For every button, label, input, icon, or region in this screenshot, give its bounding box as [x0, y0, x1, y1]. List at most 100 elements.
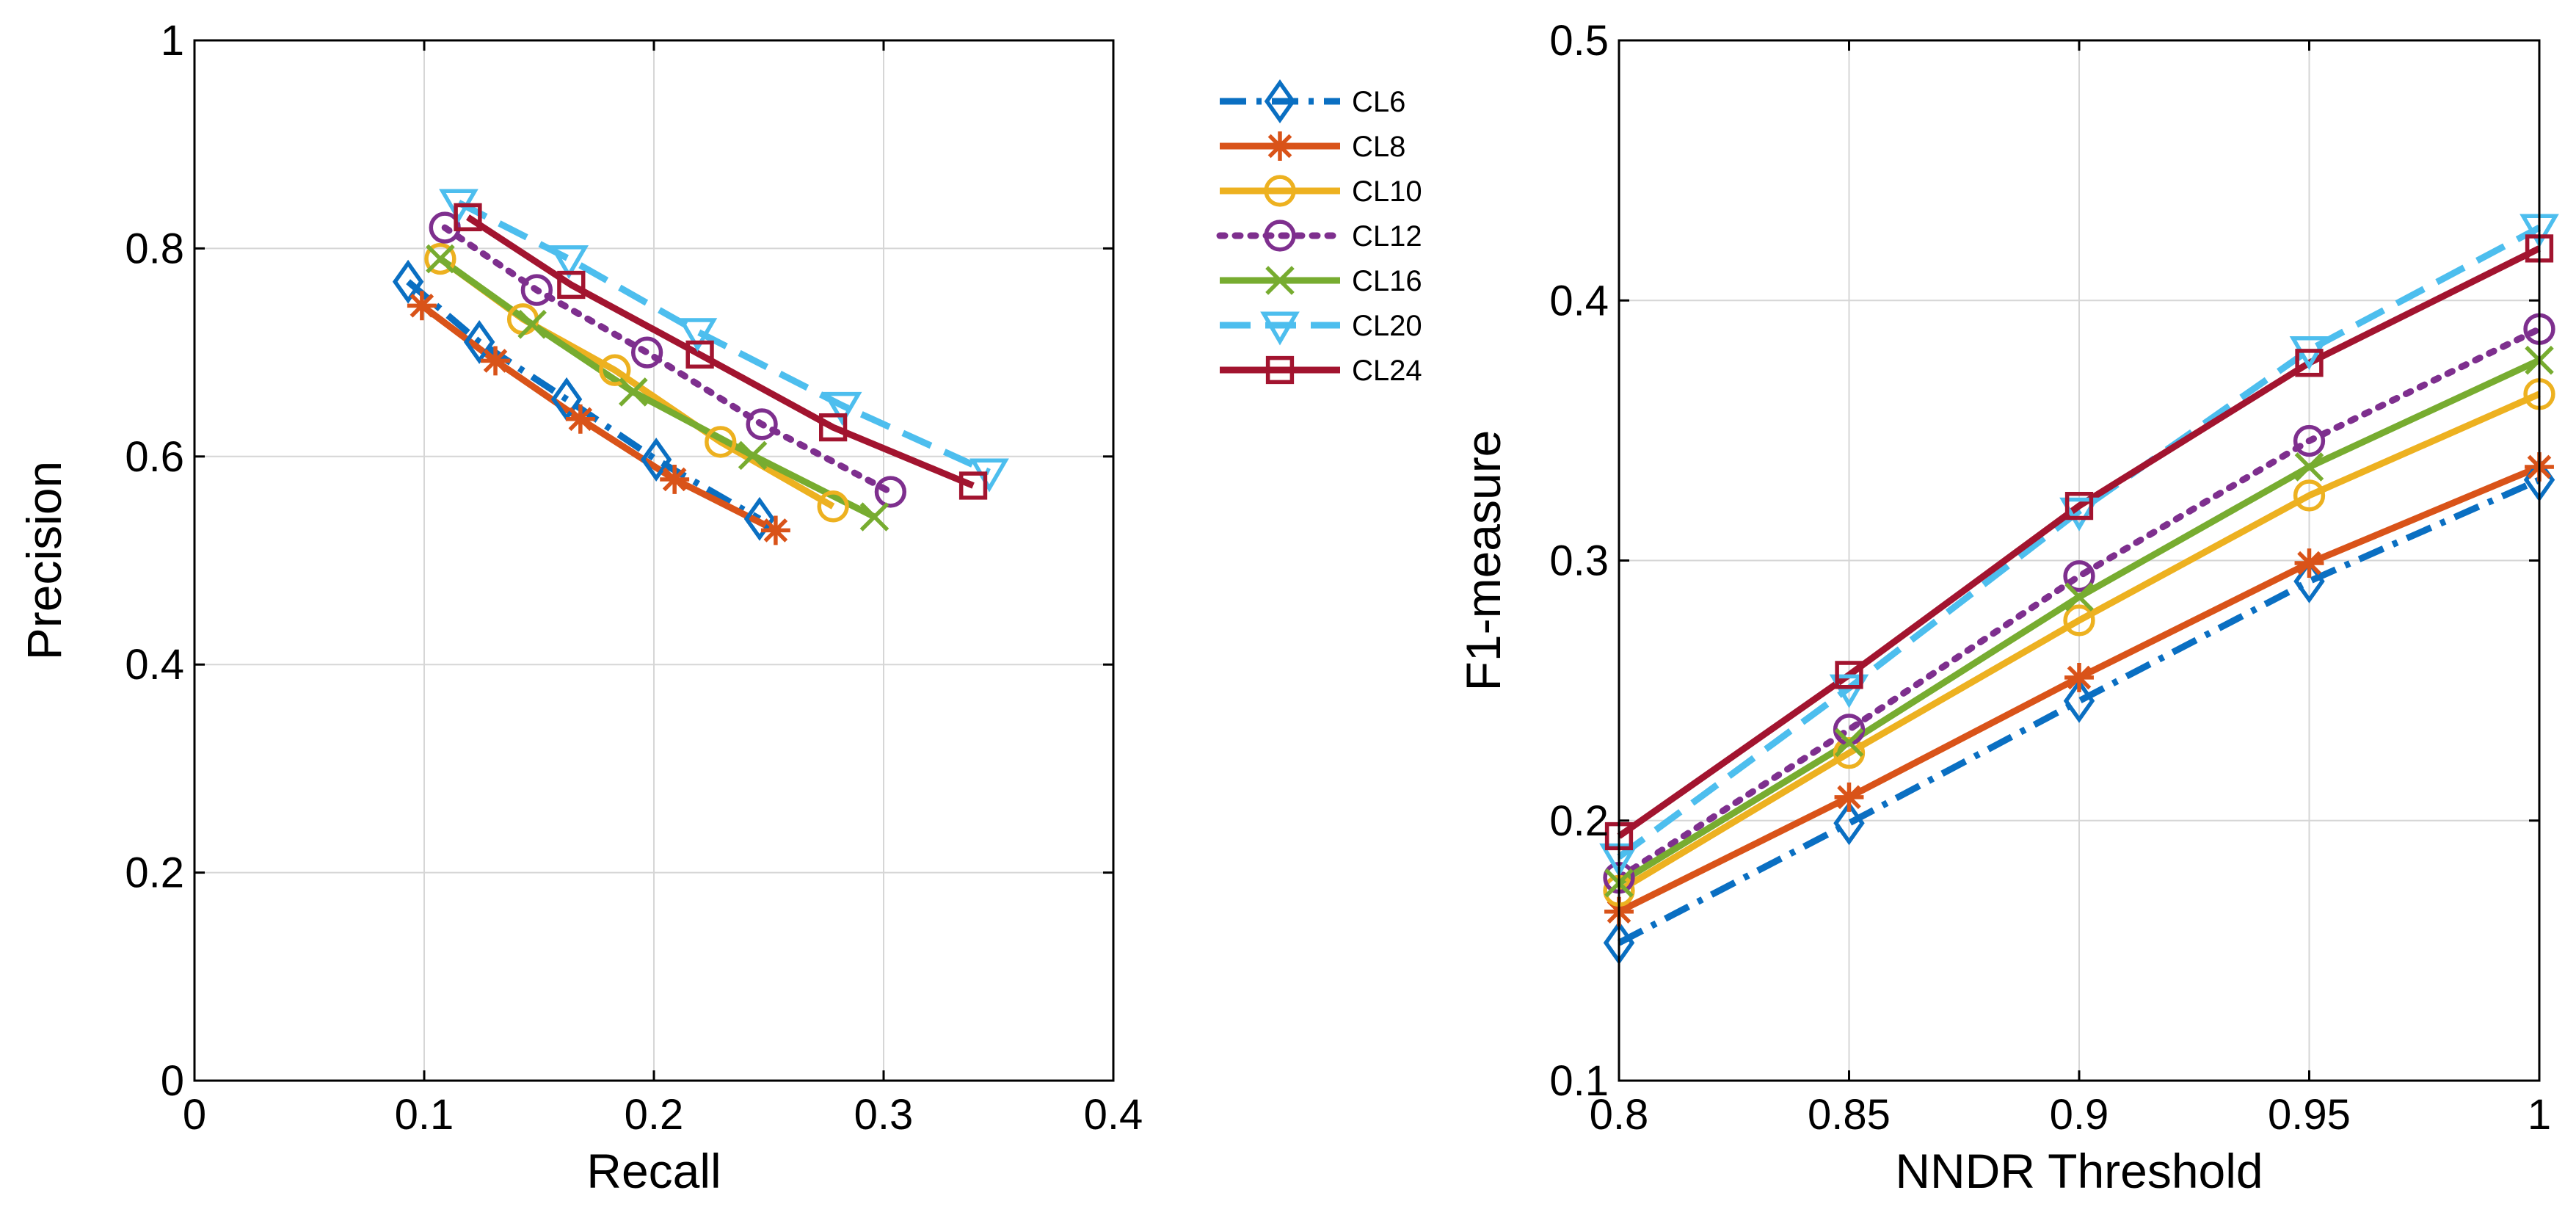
left-x-tick-label: 0.3 — [854, 1091, 914, 1139]
right-y-tick-label: 0.1 — [1549, 1057, 1609, 1105]
right-x-tick-label: 0.8 — [1590, 1091, 1649, 1139]
right-y-axis-title: F1-measure — [1456, 430, 1510, 692]
left-data-point-cl10 — [424, 242, 456, 275]
left-x-tick-label: 0.2 — [625, 1091, 684, 1139]
legend-entry-cl6: CL6 — [1220, 79, 1405, 123]
left-data-point-cl20 — [822, 391, 862, 426]
right-x-tick-label: 0.9 — [2050, 1091, 2109, 1139]
left-data-point-cl20 — [549, 245, 589, 280]
right-x-tick-label: 0.95 — [2268, 1091, 2351, 1139]
left-x-axis-title: Recall — [586, 1144, 721, 1198]
left-data-point-cl24 — [819, 413, 848, 442]
left-y-tick-label: 1 — [161, 17, 184, 65]
right-data-point-cl6 — [1833, 801, 1865, 846]
right-x-tick-label: 1 — [2528, 1091, 2551, 1139]
right-series-line-cl20 — [1617, 225, 2542, 860]
left-data-point-cl6 — [392, 259, 424, 304]
left-data-point-cl16 — [738, 440, 768, 471]
right-data-point-cl10 — [2063, 604, 2095, 636]
legend-label: CL24 — [1352, 355, 1422, 387]
legend-label: CL20 — [1352, 310, 1422, 342]
right-data-point-cl24 — [2295, 349, 2324, 377]
legend-marker — [1264, 220, 1296, 252]
legend-entry-cl12: CL12 — [1216, 220, 1422, 253]
legend-entry-cl24: CL24 — [1220, 355, 1422, 387]
right-data-point-cl10 — [1833, 736, 1866, 769]
right-y-tick-label: 0.2 — [1549, 797, 1609, 845]
right-y-tick-label: 0.4 — [1549, 277, 1609, 324]
legend-label: CL12 — [1352, 220, 1422, 253]
left-y-tick-label: 0.6 — [125, 433, 184, 481]
left-data-point-cl12 — [746, 408, 778, 440]
left-data-point-cl24 — [557, 270, 586, 300]
left-data-point-cl24 — [685, 340, 714, 369]
precision-recall-chart: 0 0.1 0.2 0.3 0.4 0 0.2 0.4 0.6 0.8 1 Recall Precisi… — [17, 17, 1143, 1198]
left-series-line-cl12 — [441, 224, 894, 496]
right-data-point-cl6 — [2063, 678, 2095, 723]
left-data-point-cl6 — [743, 496, 776, 541]
legend-marker — [1260, 311, 1300, 346]
right-data-point-cl8 — [2294, 548, 2324, 578]
left-series-line-cl6 — [406, 279, 762, 522]
left-data-point-cl12 — [630, 336, 663, 369]
left-data-point-cl16 — [517, 310, 547, 339]
right-data-point-cl12 — [2063, 560, 2095, 592]
right-series-line-cl10 — [1617, 391, 2541, 894]
right-y-tick-label: 0.5 — [1549, 17, 1609, 65]
right-x-axis-title: NNDR Threshold — [1895, 1144, 2263, 1198]
right-series-line-cl24 — [1617, 245, 2542, 839]
left-data-point-cl16 — [619, 377, 648, 407]
left-data-point-cl24 — [958, 471, 988, 500]
f1-measure-chart: 0.8 0.85 0.9 0.95 1 0.1 0.2 0.3 0.4 0.5 NNDR Thres… — [1456, 17, 2559, 1198]
left-x-tick-label: 0.4 — [1084, 1091, 1143, 1139]
left-data-point-cl6 — [640, 438, 672, 482]
left-data-point-cl10 — [705, 426, 737, 458]
legend: CL6 CL8 CL10 CL12 CL16 CL20 CL24 — [1216, 79, 1422, 387]
left-data-point-cl10 — [599, 354, 631, 386]
legend-marker — [1264, 175, 1296, 207]
left-x-tick-label: 0.1 — [395, 1091, 454, 1139]
right-data-point-cl16 — [2064, 582, 2094, 612]
left-data-point-cl8 — [760, 515, 790, 545]
legend-marker — [1265, 131, 1295, 161]
left-data-point-cl6 — [463, 319, 495, 364]
left-y-axis-title: Precision — [17, 461, 71, 660]
legend-entry-cl8: CL8 — [1220, 131, 1405, 163]
right-data-point-cl20 — [1829, 674, 1869, 708]
right-series-line-cl12 — [1615, 325, 2543, 882]
right-data-point-cl8 — [1834, 782, 1864, 812]
right-y-tick-label: 0.3 — [1549, 537, 1609, 585]
left-data-point-cl10 — [817, 490, 849, 523]
legend-label: CL8 — [1352, 131, 1405, 163]
legend-marker — [1265, 266, 1295, 295]
right-x-tick-label: 0.85 — [1808, 1091, 1891, 1139]
right-data-point-cl16 — [1834, 728, 1864, 758]
left-y-tick-label: 0.2 — [125, 849, 184, 897]
legend-marker — [1265, 355, 1295, 385]
left-data-point-cl12 — [874, 476, 907, 508]
left-y-tick-label: 0.4 — [125, 641, 184, 689]
right-data-point-cl12 — [2293, 424, 2326, 457]
right-data-point-cl6 — [2293, 559, 2325, 603]
left-data-point-cl16 — [859, 502, 889, 532]
left-data-point-cl8 — [660, 465, 690, 494]
left-x-tick-label: 0 — [183, 1091, 206, 1139]
legend-entry-cl10: CL10 — [1220, 175, 1422, 208]
left-data-point-cl8 — [407, 291, 437, 321]
left-data-point-cl16 — [426, 244, 455, 274]
legend-entry-cl16: CL16 — [1220, 265, 1422, 297]
legend-entry-cl20: CL20 — [1220, 310, 1422, 346]
right-series-line-cl6 — [1617, 476, 2541, 946]
left-y-tick-label: 0 — [161, 1057, 184, 1105]
left-data-point-cl8 — [565, 404, 595, 434]
left-data-point-cl12 — [520, 274, 553, 306]
right-data-point-cl10 — [2293, 479, 2326, 512]
right-data-point-cl8 — [2064, 662, 2094, 692]
legend-label: CL10 — [1352, 175, 1422, 208]
right-data-point-cl20 — [2059, 497, 2099, 532]
left-data-point-cl8 — [481, 346, 510, 376]
left-series-line-cl24 — [466, 214, 975, 489]
legend-label: CL16 — [1352, 265, 1422, 297]
left-y-tick-label: 0.8 — [125, 225, 184, 272]
